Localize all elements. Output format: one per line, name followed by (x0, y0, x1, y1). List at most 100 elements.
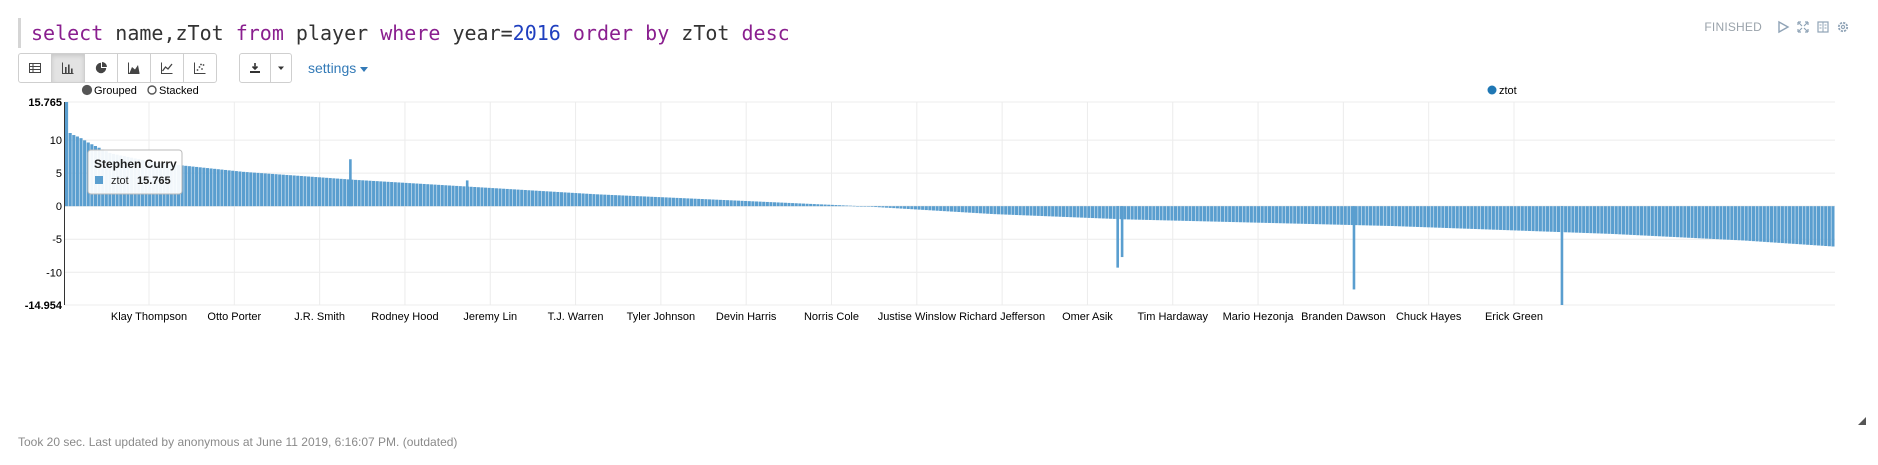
bar[interactable] (1235, 206, 1239, 223)
bar[interactable] (1755, 206, 1759, 242)
bar[interactable] (68, 133, 72, 207)
bar[interactable] (400, 182, 405, 207)
bar[interactable] (530, 190, 535, 207)
bar[interactable] (733, 200, 737, 207)
bar[interactable] (993, 206, 997, 215)
bar[interactable] (1127, 206, 1131, 220)
bar[interactable] (1065, 206, 1069, 218)
bar[interactable] (1379, 206, 1383, 226)
bar[interactable] (79, 138, 83, 207)
bar[interactable] (989, 206, 993, 214)
bar[interactable] (1350, 206, 1355, 226)
bar[interactable] (1708, 206, 1712, 239)
bar[interactable] (1441, 206, 1445, 228)
bar[interactable] (769, 202, 773, 207)
bar[interactable] (1267, 206, 1271, 223)
bar[interactable] (679, 198, 683, 207)
settings-dropdown[interactable]: settings (308, 60, 369, 76)
bar[interactable] (614, 195, 618, 207)
bar[interactable] (484, 187, 488, 207)
bar[interactable] (1318, 206, 1322, 225)
line-chart-view-button[interactable] (150, 53, 184, 83)
bar[interactable] (1737, 206, 1741, 241)
bar[interactable] (1192, 206, 1196, 222)
bar[interactable] (1614, 206, 1618, 235)
bar[interactable] (1220, 206, 1225, 222)
bar[interactable] (834, 205, 838, 207)
bar[interactable] (303, 176, 307, 207)
bar[interactable] (372, 180, 376, 207)
bar[interactable] (1278, 206, 1282, 224)
bar[interactable] (1419, 206, 1423, 228)
bar[interactable] (1210, 206, 1214, 222)
bar[interactable] (762, 201, 766, 207)
bar[interactable] (1509, 206, 1514, 231)
bar[interactable] (650, 196, 654, 207)
bar[interactable] (1730, 206, 1734, 240)
bar[interactable] (1231, 206, 1235, 223)
bar[interactable] (1181, 206, 1185, 221)
bar[interactable] (1611, 206, 1615, 234)
bar-outlier[interactable] (349, 159, 352, 207)
bar[interactable] (819, 204, 824, 207)
bar[interactable] (552, 191, 556, 207)
bar[interactable] (740, 200, 744, 207)
bar[interactable] (213, 168, 217, 207)
bar[interactable] (198, 167, 202, 207)
bar[interactable] (1538, 206, 1542, 232)
bar[interactable] (1686, 206, 1691, 238)
bar[interactable] (339, 178, 343, 207)
bar[interactable] (1033, 206, 1037, 216)
bar[interactable] (433, 184, 437, 207)
bar[interactable] (480, 187, 484, 207)
bar[interactable] (754, 201, 759, 207)
bar[interactable] (72, 135, 76, 207)
bar[interactable] (1690, 206, 1694, 238)
bar[interactable] (249, 172, 253, 207)
bar[interactable] (1282, 206, 1286, 224)
bar[interactable] (223, 169, 228, 207)
bar[interactable] (892, 206, 896, 209)
bar[interactable] (1376, 206, 1380, 226)
bar[interactable] (1723, 206, 1727, 240)
bar[interactable] (765, 201, 769, 207)
bar[interactable] (1112, 206, 1116, 219)
bar[interactable] (1820, 206, 1824, 246)
bar[interactable] (447, 185, 452, 207)
bar[interactable] (1123, 206, 1127, 220)
bar[interactable] (845, 205, 849, 207)
bar[interactable] (744, 200, 748, 207)
bar[interactable] (404, 182, 408, 207)
bar[interactable] (83, 140, 87, 207)
bar[interactable] (1679, 206, 1683, 238)
bar[interactable] (227, 170, 231, 207)
bar[interactable] (1625, 206, 1629, 235)
bar[interactable] (242, 171, 246, 207)
bar[interactable] (1741, 206, 1745, 241)
bar[interactable] (191, 166, 195, 207)
bar[interactable] (1491, 206, 1495, 230)
bar[interactable] (661, 197, 665, 207)
bar[interactable] (1387, 206, 1391, 226)
bar[interactable] (440, 185, 444, 207)
bar[interactable] (1173, 206, 1178, 221)
bar[interactable] (1083, 206, 1087, 218)
bar[interactable] (722, 200, 726, 207)
bar[interactable] (1322, 206, 1326, 225)
bar[interactable] (1574, 206, 1579, 233)
bar[interactable] (776, 202, 780, 207)
bar[interactable] (1253, 206, 1257, 223)
bar[interactable] (603, 194, 607, 207)
bar[interactable] (202, 167, 206, 207)
bar[interactable] (1650, 206, 1654, 236)
bar[interactable] (1405, 206, 1409, 227)
bar[interactable] (1336, 206, 1340, 225)
bar[interactable] (675, 197, 679, 207)
bar[interactable] (1412, 206, 1416, 227)
bar[interactable] (1036, 206, 1040, 216)
query-text[interactable]: select name,zTot from player where year=… (31, 20, 790, 46)
bar[interactable] (1481, 206, 1485, 230)
bar[interactable] (1621, 206, 1625, 235)
bar[interactable] (1206, 206, 1210, 222)
bar[interactable] (357, 180, 361, 207)
